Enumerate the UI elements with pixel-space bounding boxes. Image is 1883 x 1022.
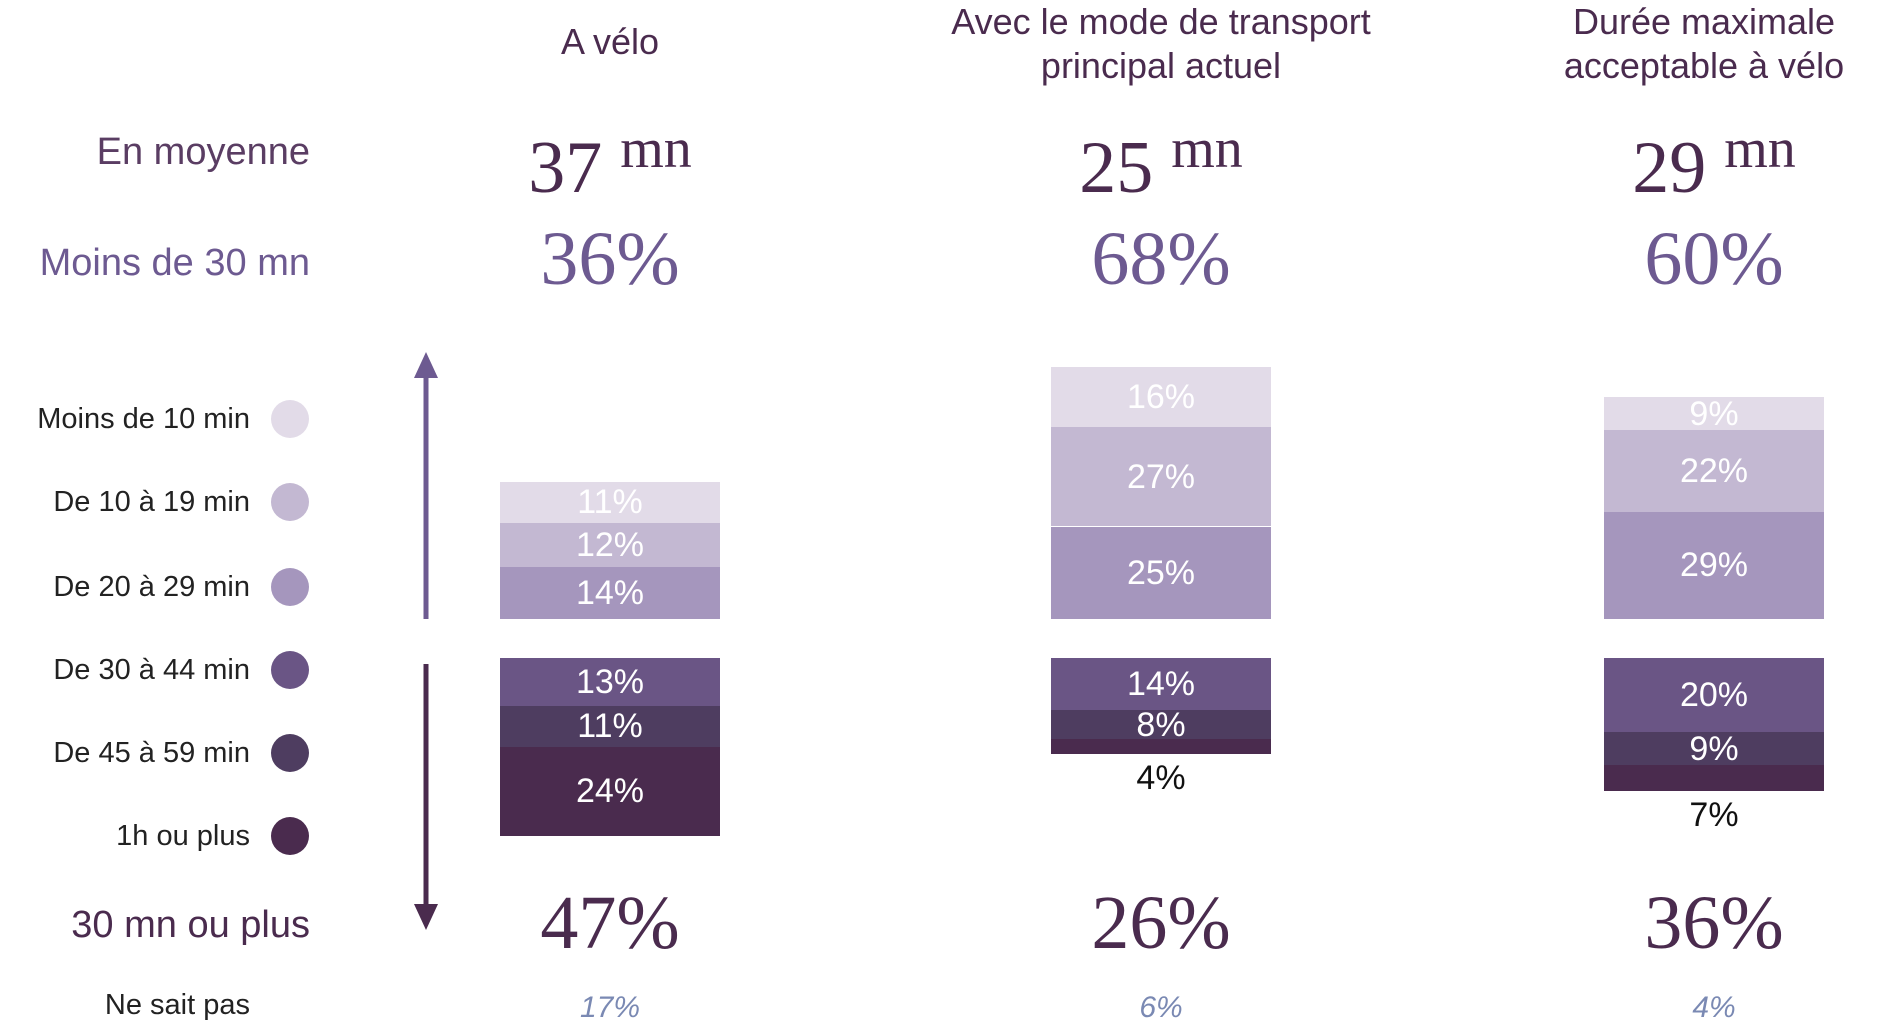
- bar-segment: [1051, 658, 1271, 710]
- average-value: 25: [1079, 127, 1154, 210]
- legend-label: 1h ou plus: [116, 820, 250, 852]
- data-label: 8%: [1136, 705, 1186, 744]
- down-arrow-head: [414, 904, 438, 930]
- legend-swatch: [271, 817, 309, 855]
- bar-segment: [1051, 739, 1271, 755]
- average-value: 37: [528, 127, 603, 210]
- data-label: 11%: [577, 707, 643, 746]
- bar-segment: [500, 482, 720, 523]
- average: 37 mn: [410, 104, 810, 213]
- legend-label: De 20 à 29 min: [53, 571, 250, 603]
- over-30-label: 30 mn ou plus: [71, 904, 310, 946]
- average-label: En moyenne: [96, 131, 310, 173]
- data-label: 20%: [1679, 676, 1749, 714]
- under-30-label: Moins de 30 mn: [39, 242, 310, 284]
- bar-segment: [1604, 732, 1824, 766]
- data-label: 25%: [1126, 553, 1196, 592]
- bar-segment: [1051, 367, 1271, 427]
- average-value: 29: [1632, 127, 1707, 210]
- unknown-value: 4%: [1692, 991, 1736, 1022]
- average-unit: mn: [1724, 118, 1796, 180]
- bar-segment: [1051, 426, 1271, 527]
- data-label: 14%: [575, 574, 645, 613]
- data-label: 22%: [1679, 452, 1749, 490]
- data-label: 27%: [1126, 457, 1196, 496]
- data-label: 9%: [1689, 729, 1739, 768]
- data-label: 16%: [1126, 378, 1196, 416]
- average: 25 mn: [961, 104, 1361, 213]
- data-label: 7%: [1689, 796, 1739, 835]
- bar-segment: [1051, 709, 1271, 740]
- legend-swatch: [271, 734, 309, 772]
- average: 29 mn: [1514, 104, 1883, 213]
- bar-segment: [500, 746, 720, 836]
- data-label: 29%: [1679, 546, 1749, 585]
- under-30-value: 36%: [540, 217, 680, 301]
- bar-segment: [1604, 397, 1824, 431]
- up-arrow-head: [414, 352, 438, 378]
- bar-segment: [1604, 430, 1824, 512]
- column-title: Durée maximale acceptable à vélo: [1563, 1, 1845, 86]
- legend-label: De 10 à 19 min: [53, 486, 250, 518]
- bar-segment: [500, 522, 720, 568]
- bar-segment: [1604, 765, 1824, 792]
- data-label: 13%: [575, 663, 645, 702]
- bar-segment: [500, 658, 720, 707]
- over-30-value: 26%: [1091, 881, 1231, 965]
- bar-segment: [500, 706, 720, 747]
- bar-segment: [500, 567, 720, 619]
- legend-label: Moins de 10 min: [37, 403, 250, 435]
- legend-label: De 45 à 59 min: [53, 737, 250, 769]
- average-unit: mn: [620, 118, 692, 180]
- over-30-value: 47%: [540, 881, 680, 965]
- data-label: 24%: [575, 772, 645, 811]
- average-unit: mn: [1171, 118, 1243, 180]
- over-30-value: 36%: [1644, 881, 1784, 965]
- legend-label: De 30 à 44 min: [53, 654, 250, 686]
- legend-swatch: [271, 651, 309, 689]
- unknown-value: 17%: [579, 991, 641, 1022]
- data-label: 4%: [1136, 759, 1186, 798]
- column-title: Avec le mode de transport principal actu…: [951, 1, 1371, 86]
- bar-segment: [1051, 526, 1271, 619]
- legend-swatch: [271, 400, 309, 438]
- data-label: 9%: [1689, 394, 1739, 433]
- legend-swatch: [271, 483, 309, 521]
- data-label: 12%: [575, 526, 645, 564]
- data-label: 11%: [577, 483, 643, 522]
- data-label: 14%: [1126, 664, 1196, 703]
- column-title: A vélo: [560, 21, 660, 62]
- bar-segment: [1604, 658, 1824, 732]
- bar-segment: [1604, 511, 1824, 619]
- legend-swatch: [271, 568, 309, 606]
- unknown-label: Ne sait pas: [104, 989, 250, 1021]
- unknown-value: 6%: [1139, 991, 1183, 1022]
- under-30-value: 68%: [1091, 217, 1231, 301]
- under-30-value: 60%: [1644, 217, 1784, 301]
